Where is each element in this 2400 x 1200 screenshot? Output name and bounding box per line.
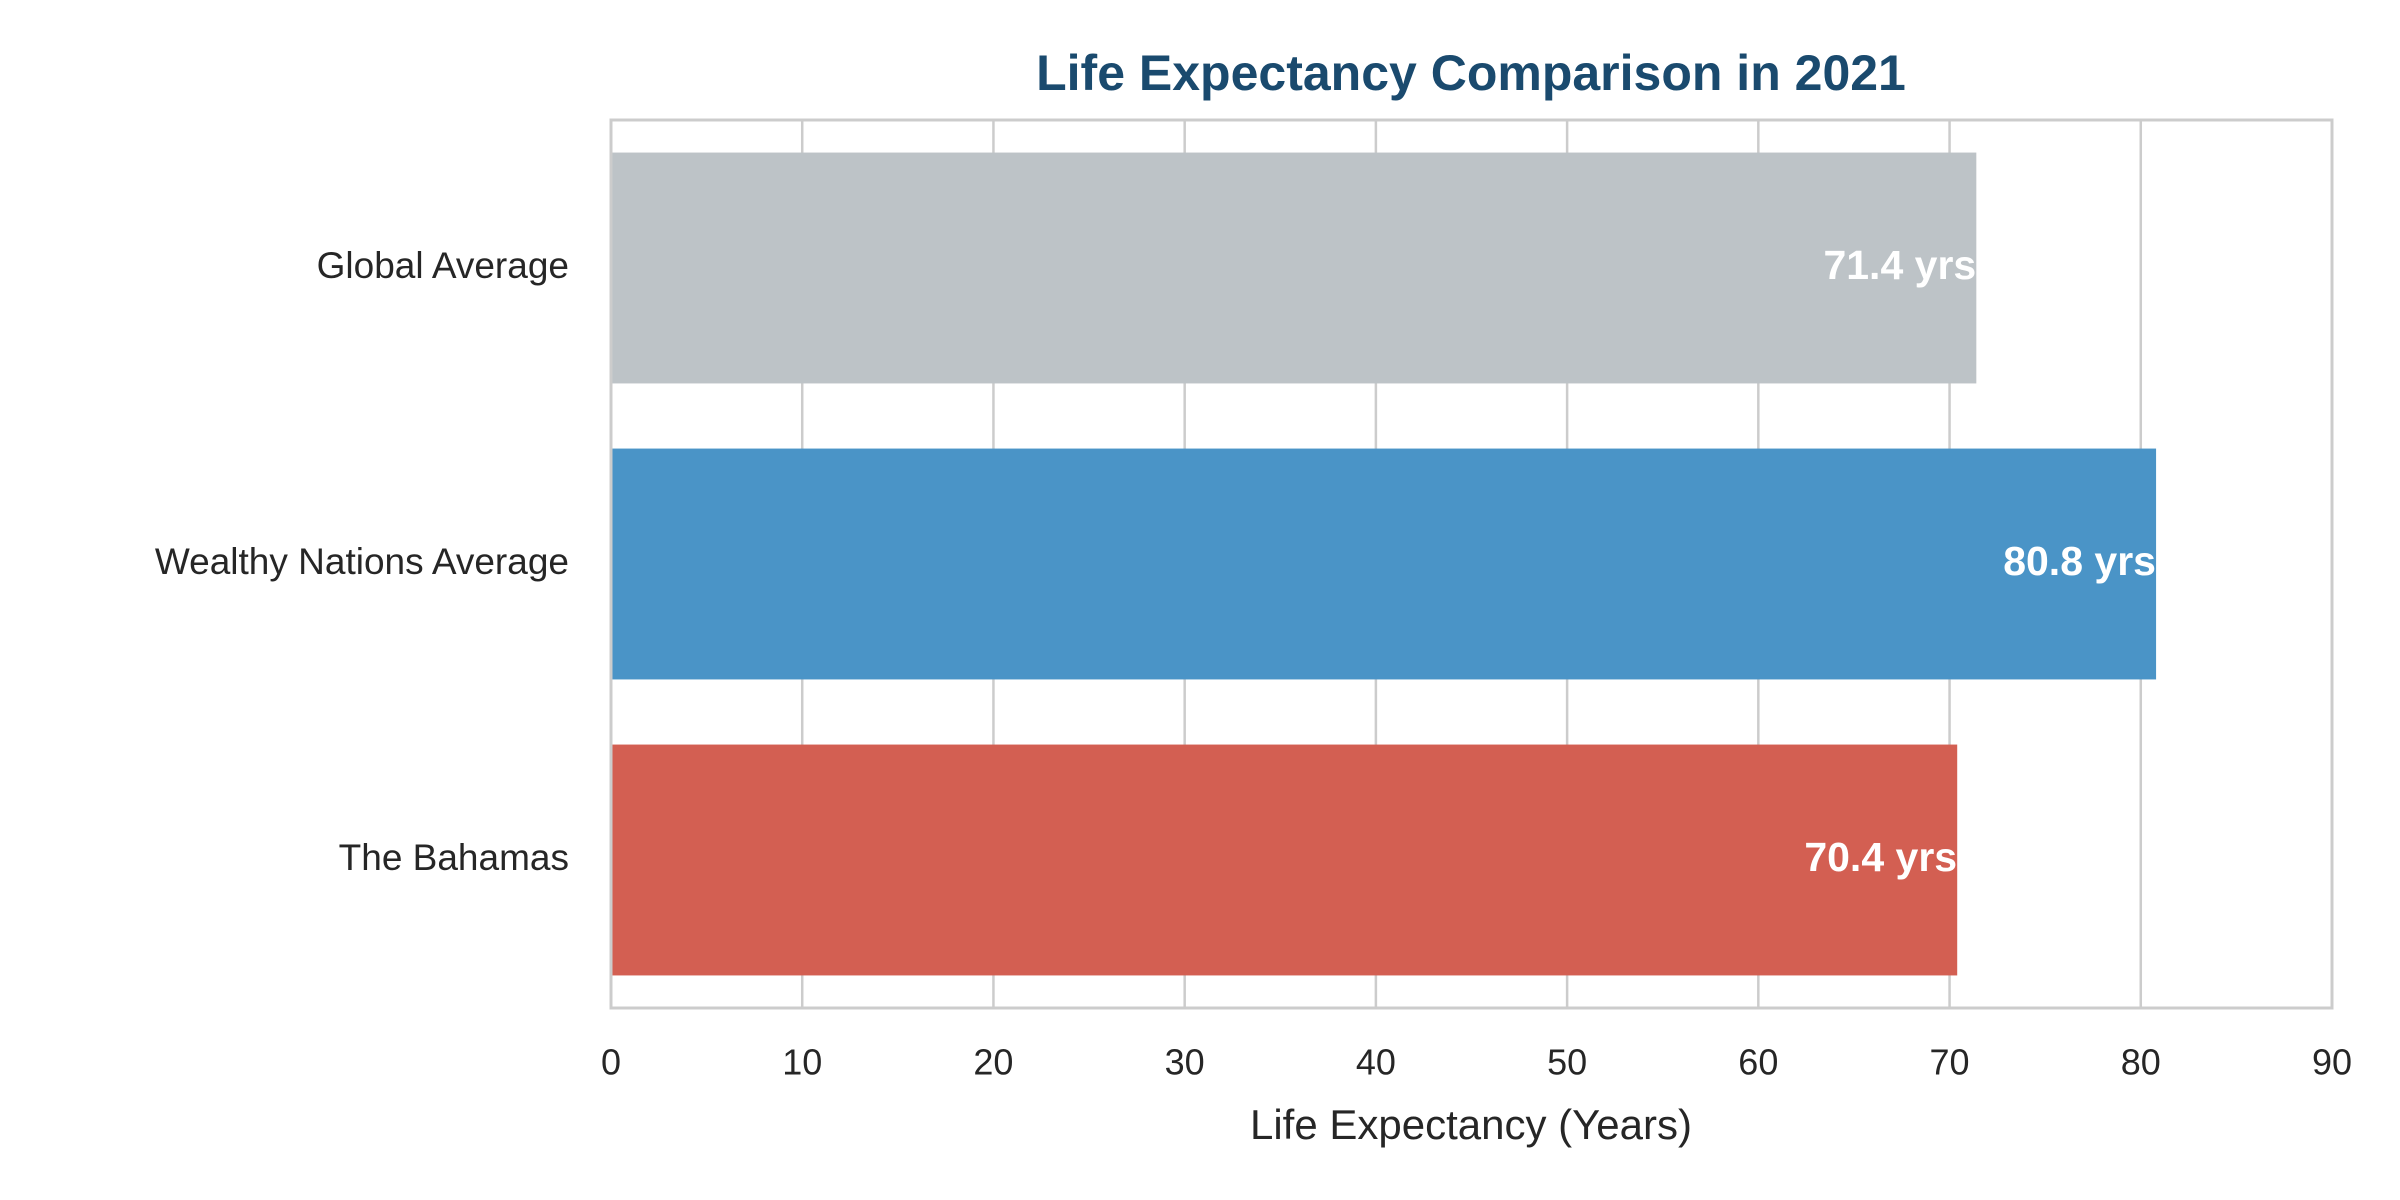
x-tick-label: 0: [601, 1042, 621, 1083]
value-label: 70.4 yrs: [1804, 834, 1957, 880]
plot-frame: [609, 118, 2334, 1010]
bar: [611, 152, 1977, 384]
value-label: 80.8 yrs: [2003, 538, 2156, 584]
bars: 71.4 yrs 80.8 yrs 70.4 yrs: [611, 152, 2157, 976]
x-tick-label: 30: [1165, 1042, 1205, 1083]
x-axis-label: Life Expectancy (Years): [1250, 1101, 1692, 1148]
bar: [611, 448, 2157, 680]
x-tick-label: 40: [1356, 1042, 1396, 1083]
x-tick-label: 20: [973, 1042, 1013, 1083]
chart-title: Life Expectancy Comparison in 2021: [1036, 45, 1906, 101]
value-label: 71.4 yrs: [1823, 242, 1976, 288]
x-tick-label: 50: [1547, 1042, 1587, 1083]
y-tick-label: The Bahamas: [339, 837, 569, 878]
y-tick-label: Global Average: [317, 245, 569, 286]
x-tick-label: 10: [782, 1042, 822, 1083]
y-tick-label: Wealthy Nations Average: [155, 541, 569, 582]
x-tick-label: 60: [1738, 1042, 1778, 1083]
x-tick-label: 70: [1930, 1042, 1970, 1083]
x-tick-label: 90: [2312, 1042, 2352, 1083]
x-tick-label: 80: [2121, 1042, 2161, 1083]
bar: [611, 744, 1958, 976]
